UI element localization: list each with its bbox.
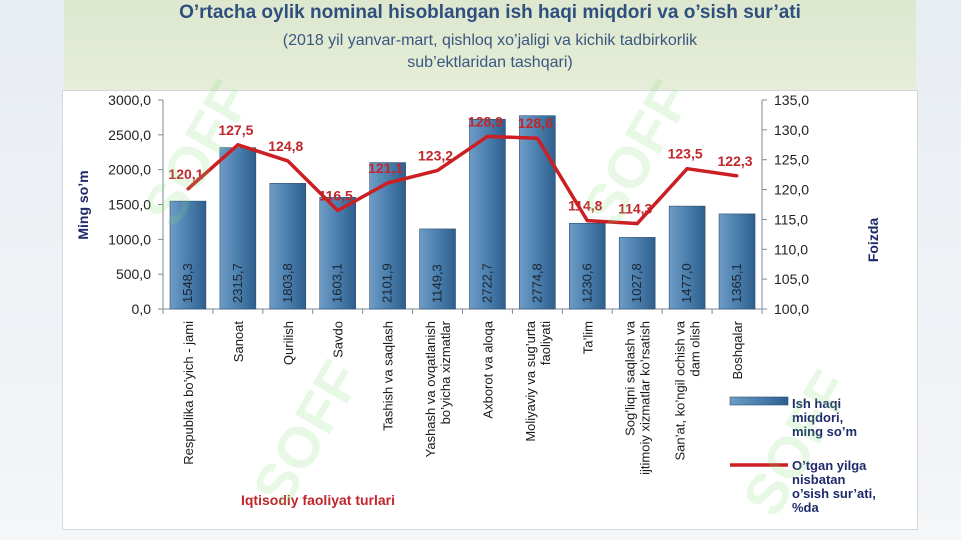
y2-tick-label: 105,0 (774, 271, 809, 287)
legend-line-label: nisbatan (792, 472, 846, 487)
bar (469, 119, 506, 310)
bar-data-label: 2774,8 (529, 263, 544, 303)
category-label: San’at, ko’ngil ochish va (673, 320, 688, 460)
y-tick-label: 2000,0 (108, 162, 151, 178)
bar (618, 237, 656, 310)
y2-tick-label: 120,0 (774, 182, 809, 198)
category-label: Yashash va ovqatlanish (423, 321, 438, 457)
line-data-label: 114,8 (568, 198, 602, 214)
bar-data-label: 1149,3 (430, 264, 445, 303)
bar-data-label: 1477,0 (679, 263, 694, 303)
category-label: Savdo (331, 321, 346, 358)
bar (569, 222, 606, 310)
category-label: dam olish (688, 321, 703, 377)
category-label: Sog’liqni saqlash va (623, 320, 638, 436)
line-point (735, 174, 739, 178)
y2-tick-label: 125,0 (774, 152, 809, 168)
subtitle-line-1: (2018 yil yanvar-mart, qishloq xo’jaligi… (282, 32, 698, 49)
line-data-label: 128,9 (468, 113, 503, 129)
y-tick-label: 2500,0 (108, 127, 151, 143)
legend-bar-label: miqdori, (792, 410, 843, 425)
legend-line-label: %da (792, 500, 820, 515)
line-point (186, 187, 190, 191)
y2-tick-label: 135,0 (774, 92, 809, 108)
y2-tick-label: 130,0 (774, 122, 809, 138)
bar-data-label: 1803,8 (280, 263, 295, 303)
bar-data-label: 2722,7 (479, 263, 494, 303)
line-point (535, 136, 539, 140)
line-point (436, 168, 440, 172)
line-point (336, 208, 340, 212)
y-tick-label: 3000,0 (108, 92, 151, 108)
bar (519, 115, 556, 310)
y-tick-label: 1000,0 (108, 231, 151, 247)
line-point (485, 134, 489, 138)
subtitle-line-2: sub’ektlaridan tashqari) (407, 54, 573, 71)
bar-data-label: 1603,1 (330, 263, 345, 303)
line-data-label: 123,5 (668, 146, 703, 162)
series-line (186, 134, 738, 226)
slide-subtitle: (2018 yil yanvar-mart, qishloq xo’jaligi… (130, 30, 850, 74)
bar-data-label: 2315,7 (230, 263, 245, 303)
bar-data-label: 2101,9 (380, 263, 395, 303)
bar (718, 213, 756, 310)
legend-bar-swatch (729, 396, 789, 406)
slide-title: O’rtacha oylik nominal hisoblangan ish h… (179, 2, 801, 23)
line-point (286, 159, 290, 163)
line-point (236, 143, 240, 147)
header-band (64, 0, 916, 92)
y-axis-title: Ming so’m (75, 170, 91, 239)
y-tick-label: 1500,0 (108, 197, 151, 213)
category-label: Tashish va saqlash (381, 321, 396, 431)
category-label: Ta’lim (580, 321, 595, 354)
category-label: faoliyati (538, 321, 553, 365)
category-label: Qurilish (281, 321, 296, 365)
line-data-label: 116,5 (319, 187, 353, 203)
y2-tick-label: 115,0 (774, 211, 808, 227)
line-point (635, 222, 639, 226)
y-tick-label: 0,0 (132, 301, 152, 317)
bar-data-label: 1230,6 (579, 263, 594, 303)
legend-line-label: O’tgan yilga (792, 458, 867, 473)
bar (269, 183, 307, 310)
y2-axis-title: Foizda (865, 218, 881, 263)
bar-data-label: 1548,3 (180, 263, 195, 303)
legend-bar-label: ming so’m (792, 424, 857, 439)
x-axis-title: Iqtisodiy faoliyat turlari (241, 492, 395, 508)
line-data-label: 114,3 (618, 201, 652, 217)
legend-bar-label: Ish haqi (792, 396, 841, 411)
bar (419, 228, 456, 310)
line-data-label: 120,1 (168, 166, 203, 182)
y-tick-label: 500,0 (116, 266, 151, 282)
line-data-label: 128,6 (518, 115, 553, 131)
line-data-label: 124,8 (268, 138, 303, 154)
line-data-label: 122,3 (718, 153, 753, 169)
line-data-label: 123,2 (418, 147, 453, 163)
y2-tick-label: 110,0 (774, 241, 808, 257)
y2-tick-label: 100,0 (774, 301, 809, 317)
bar (319, 197, 356, 310)
bar (219, 147, 257, 310)
line-point (685, 167, 689, 171)
bar-data-label: 1027,8 (629, 263, 644, 303)
category-label: Sanoat (231, 321, 246, 363)
bar (169, 200, 207, 310)
category-label: bo’yicha xizmatlar (438, 320, 453, 424)
bar-data-label: 1365,1 (729, 263, 744, 303)
line-data-label: 127,5 (218, 122, 253, 138)
category-label: ijtimoiy xizmatlar ko’rsatish (638, 321, 653, 475)
category-label: Axborot va aloqa (480, 320, 495, 418)
category-label: Boshqalar (730, 320, 745, 379)
line-point (386, 181, 390, 185)
line-point (585, 219, 589, 223)
legend-line-label: o’sish sur’ati, (792, 486, 876, 501)
category-label: Moliyaviy va sug’urta (523, 320, 538, 441)
bar (668, 205, 706, 310)
line-data-label: 121,1 (368, 160, 403, 176)
bar (369, 162, 406, 310)
category-label: Respublika bo’yich - jami (181, 321, 196, 465)
